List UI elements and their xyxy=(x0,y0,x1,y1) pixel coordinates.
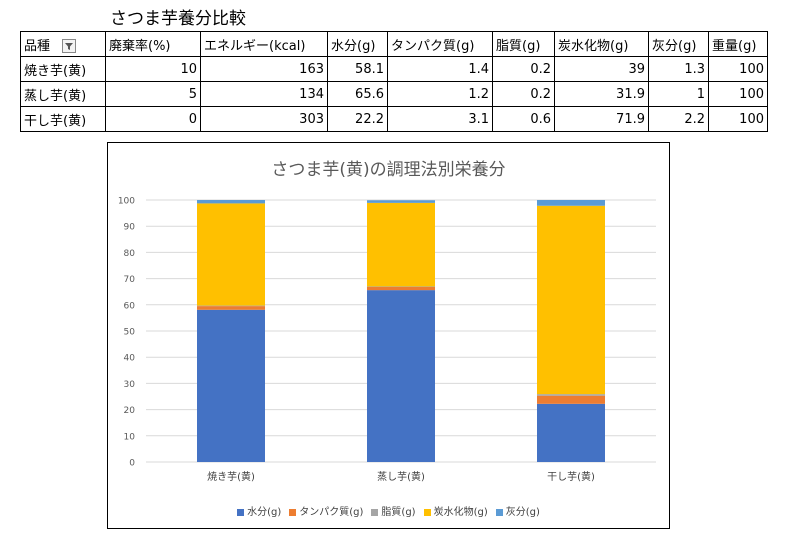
bar-segment[interactable] xyxy=(537,394,605,396)
legend-label: タンパク質(g) xyxy=(299,507,364,518)
chart-legend: 水分(g) タンパク質(g) 脂質(g) 炭水化物(g) 灰分(g) xyxy=(108,503,669,518)
table-cell[interactable]: 1.3 xyxy=(648,56,709,82)
table-cell[interactable]: 65.6 xyxy=(327,81,388,107)
legend-swatch xyxy=(371,508,379,516)
table-cell[interactable]: 5 xyxy=(105,81,201,107)
y-tick-label: 10 xyxy=(124,432,136,442)
table-header-row: 品種 廃棄率(%) エネルギー(kcal) 水分(g) タンパク質(g) 脂質(… xyxy=(20,31,768,57)
legend-label: 脂質(g) xyxy=(381,507,416,518)
bar-segment[interactable] xyxy=(367,286,435,287)
table-row: 焼き芋(黄) 10 163 58.1 1.4 0.2 39 1.3 100 xyxy=(20,56,768,82)
y-tick-label: 0 xyxy=(129,459,135,469)
table-cell[interactable]: 31.9 xyxy=(554,81,649,107)
bar-segment[interactable] xyxy=(197,309,265,462)
table-cell[interactable]: 0.2 xyxy=(492,81,555,107)
header-cell[interactable]: 重量(g) xyxy=(708,31,768,57)
bar-segment[interactable] xyxy=(367,200,435,203)
legend-item[interactable]: 脂質(g) xyxy=(371,503,416,518)
header-cell[interactable]: 廃棄率(%) xyxy=(105,31,201,57)
table-cell[interactable]: 蒸し芋(黄) xyxy=(20,81,106,107)
y-tick-label: 70 xyxy=(124,275,136,285)
y-tick-label: 60 xyxy=(124,301,136,311)
table-cell[interactable]: 0 xyxy=(105,106,201,132)
y-tick-label: 40 xyxy=(124,354,136,364)
legend-swatch xyxy=(495,508,503,516)
sheet-title: さつま芋養分比較 xyxy=(110,9,246,29)
table-cell[interactable]: 163 xyxy=(200,56,328,82)
table-cell[interactable]: 3.1 xyxy=(387,106,493,132)
legend-item[interactable]: 炭水化物(g) xyxy=(423,503,488,518)
table-cell[interactable]: 干し芋(黄) xyxy=(20,106,106,132)
filter-dropdown-icon[interactable] xyxy=(62,39,77,53)
table-cell[interactable]: 0.6 xyxy=(492,106,555,132)
y-tick-label: 20 xyxy=(124,406,136,416)
table-cell[interactable]: 134 xyxy=(200,81,328,107)
header-label: 品種 xyxy=(24,38,51,54)
y-tick-label: 90 xyxy=(124,223,136,233)
x-tick-label: 焼き芋(黄) xyxy=(207,470,255,483)
legend-swatch xyxy=(237,508,245,516)
y-tick-label: 50 xyxy=(124,328,136,338)
table-cell[interactable]: 100 xyxy=(708,81,768,107)
table-cell[interactable]: 0.2 xyxy=(492,56,555,82)
legend-label: 灰分(g) xyxy=(505,507,540,518)
bar-segment[interactable] xyxy=(367,286,435,291)
header-cell[interactable]: タンパク質(g) xyxy=(387,31,493,57)
legend-item[interactable]: タンパク質(g) xyxy=(289,503,363,518)
legend-item[interactable]: 灰分(g) xyxy=(495,503,540,518)
table-cell[interactable]: 22.2 xyxy=(327,106,388,132)
header-cell[interactable]: 脂質(g) xyxy=(492,31,555,57)
bar-segment[interactable] xyxy=(197,306,265,310)
legend-swatch xyxy=(289,508,297,516)
bar-segment[interactable] xyxy=(537,200,605,206)
table-cell[interactable]: 100 xyxy=(708,56,768,82)
header-cell[interactable]: エネルギー(kcal) xyxy=(200,31,328,57)
bar-segment[interactable] xyxy=(367,290,435,462)
y-tick-label: 30 xyxy=(124,380,136,390)
bar-segment[interactable] xyxy=(197,305,265,307)
table-cell[interactable]: 71.9 xyxy=(554,106,649,132)
table-cell[interactable]: 39 xyxy=(554,56,649,82)
table-cell[interactable]: 1 xyxy=(648,81,709,107)
bar-segment[interactable] xyxy=(537,395,605,404)
table-cell[interactable]: 1.4 xyxy=(387,56,493,82)
legend-swatch xyxy=(423,508,431,516)
table-cell[interactable]: 100 xyxy=(708,106,768,132)
x-tick-label: 蒸し芋(黄) xyxy=(377,470,425,483)
bar-segment[interactable] xyxy=(197,200,265,204)
nutrition-table: 品種 廃棄率(%) エネルギー(kcal) 水分(g) タンパク質(g) 脂質(… xyxy=(20,31,768,132)
chart-plot-area: 0 10 20 30 40 50 60 70 80 90 100 焼き芋(黄) 蒸し芋(黄) 干し芋(黄) xyxy=(118,197,656,483)
bar-segment[interactable] xyxy=(537,403,605,462)
stacked-bar-chart[interactable]: さつま芋(黄)の調理法別栄養分 0 10 20 30 40 50 60 70 80 90 100 焼き… xyxy=(107,142,670,529)
table-cell[interactable]: 2.2 xyxy=(648,106,709,132)
bar-segment[interactable] xyxy=(537,205,605,395)
table-cell[interactable]: 10 xyxy=(105,56,201,82)
bar-segment[interactable] xyxy=(367,202,435,287)
table-cell[interactable]: 58.1 xyxy=(327,56,388,82)
header-cell[interactable]: 炭水化物(g) xyxy=(554,31,649,57)
y-tick-label: 100 xyxy=(118,197,135,207)
table-cell[interactable]: 303 xyxy=(200,106,328,132)
table-row: 蒸し芋(黄) 5 134 65.6 1.2 0.2 31.9 1 100 xyxy=(20,81,768,107)
header-cell[interactable]: 品種 xyxy=(20,31,106,57)
legend-item[interactable]: 水分(g) xyxy=(237,503,281,518)
table-cell[interactable]: 1.2 xyxy=(387,81,493,107)
header-cell[interactable]: 灰分(g) xyxy=(648,31,709,57)
legend-label: 水分(g) xyxy=(247,507,282,518)
header-cell[interactable]: 水分(g) xyxy=(327,31,388,57)
bar-segment[interactable] xyxy=(197,203,265,306)
chart-title: さつま芋(黄)の調理法別栄養分 xyxy=(271,160,506,180)
y-tick-label: 80 xyxy=(124,249,136,259)
legend-label: 炭水化物(g) xyxy=(433,507,488,518)
table-cell[interactable]: 焼き芋(黄) xyxy=(20,56,106,82)
table-row: 干し芋(黄) 0 303 22.2 3.1 0.6 71.9 2.2 100 xyxy=(20,106,768,132)
x-tick-label: 干し芋(黄) xyxy=(547,470,595,483)
